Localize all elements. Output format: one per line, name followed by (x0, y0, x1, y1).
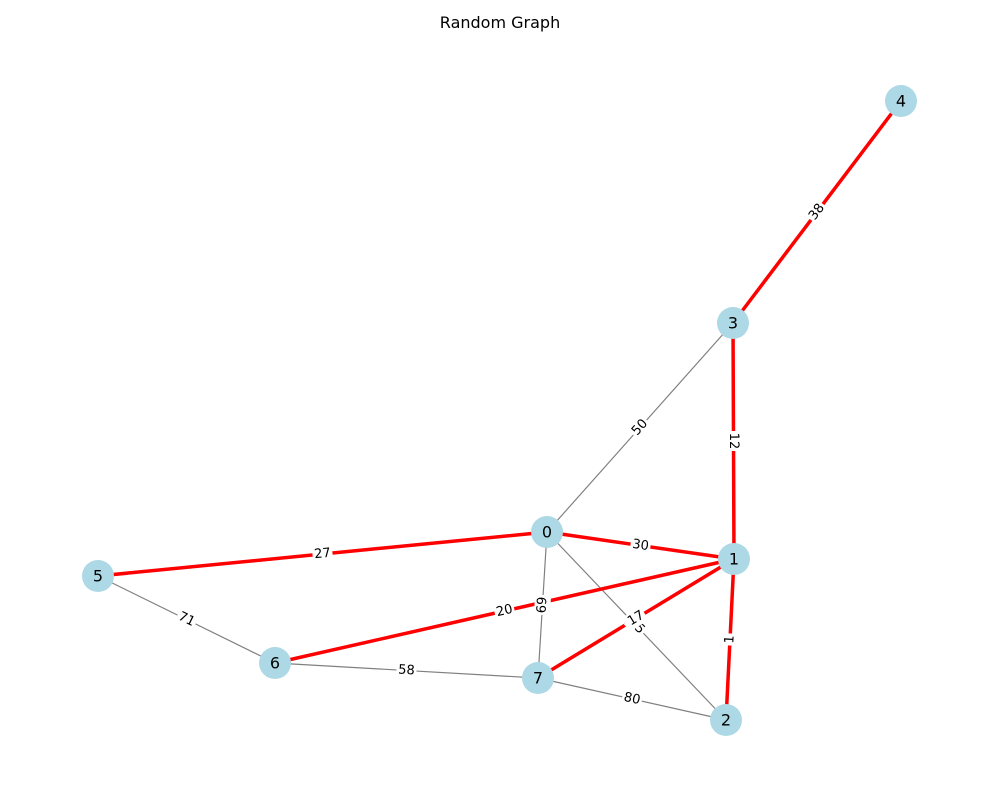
edge-weight-text: 17 (625, 608, 647, 629)
node-3: 3 (717, 307, 749, 339)
edge-labels-layer: 5069257158803812273020171 (173, 199, 830, 709)
edge-weight-label: 30 (629, 536, 652, 555)
edge-weight-label: 1 (721, 633, 739, 646)
edges-layer (96, 99, 903, 722)
edge-weight-text: 50 (629, 416, 651, 438)
edge-weight-background (492, 600, 517, 622)
edge-weight-label: 69 (533, 594, 552, 616)
edge-weight-text: 30 (631, 537, 650, 554)
edge-weight-label: 12 (725, 430, 742, 452)
node-circle (718, 543, 750, 575)
edge-weight-background (629, 536, 652, 555)
edge-weight-background (725, 430, 742, 452)
node-circle (522, 662, 554, 694)
node-label: 5 (93, 567, 103, 586)
node-circle (717, 307, 749, 339)
edge-weight-label: 38 (804, 199, 830, 225)
edge-weight-text: 1 (722, 635, 737, 644)
edge-weight-text: 12 (726, 433, 741, 450)
edge-weight-label: 20 (492, 600, 517, 622)
node-label: 4 (896, 92, 906, 111)
node-4: 4 (885, 85, 917, 117)
node-circle (531, 516, 563, 548)
node-5: 5 (82, 560, 114, 592)
node-label: 7 (533, 669, 543, 688)
edge-weight-text: 58 (398, 663, 415, 679)
node-circle (82, 560, 114, 592)
node-label: 2 (721, 711, 731, 730)
node-0: 0 (531, 516, 563, 548)
edge-weight-label: 27 (311, 545, 334, 563)
node-label: 0 (542, 523, 552, 542)
edge-weight-text: 80 (622, 690, 641, 708)
node-circle (710, 704, 742, 736)
edge-weight-label: 50 (627, 414, 653, 441)
node-circle (259, 647, 291, 679)
edge-weight-text: 69 (535, 596, 551, 613)
node-2: 2 (710, 704, 742, 736)
node-label: 3 (728, 314, 738, 333)
node-label: 6 (270, 654, 280, 673)
node-7: 7 (522, 662, 554, 694)
edge-weight-background (311, 545, 334, 563)
edge-weight-label: 71 (173, 607, 200, 632)
edge-weight-background (627, 414, 653, 441)
edge-weight-background (623, 606, 649, 631)
edge-weight-text: 20 (495, 602, 514, 620)
edge-weight-background (721, 633, 739, 646)
edge-weight-label: 17 (623, 606, 649, 631)
edge-weight-background (533, 594, 552, 616)
edge-weight-label: 58 (396, 661, 417, 680)
edge-weight-text: 71 (176, 609, 197, 630)
edge-weight-background (173, 607, 200, 632)
edge-weight-label: 80 (620, 689, 644, 709)
edge-weight-background (396, 661, 417, 680)
edge-weight-text: 27 (314, 546, 332, 563)
edge-weight-background (620, 689, 644, 709)
edge-weight-background (804, 199, 830, 225)
node-label: 1 (729, 550, 739, 569)
graph-title: Random Graph (439, 13, 561, 32)
node-1: 1 (718, 543, 750, 575)
node-circle (885, 85, 917, 117)
node-6: 6 (259, 647, 291, 679)
